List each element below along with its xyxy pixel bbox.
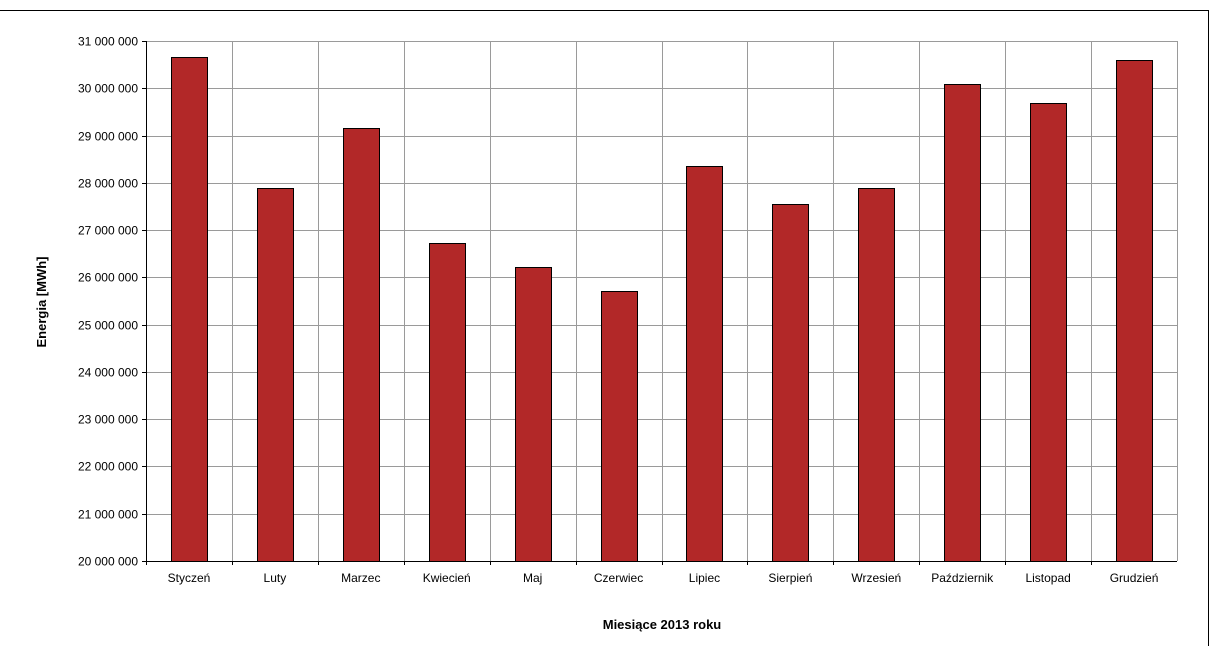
- gridlines: [146, 41, 1178, 561]
- x-tick-label: Listopad: [1025, 571, 1070, 585]
- y-tick-label: 26 000 000: [78, 271, 138, 285]
- bar-8: [772, 204, 809, 562]
- y-tick-label: 28 000 000: [78, 177, 138, 191]
- y-tick-label: 25 000 000: [78, 319, 138, 333]
- y-tick-label: 24 000 000: [78, 366, 138, 380]
- x-axis-title: Miesiące 2013 roku: [603, 617, 722, 632]
- bar-10: [944, 84, 981, 562]
- x-tick-label: Marzec: [341, 571, 380, 585]
- y-tick-label: 23 000 000: [78, 413, 138, 427]
- y-tick-label: 29 000 000: [78, 130, 138, 144]
- x-tick-label: Wrzesień: [851, 571, 901, 585]
- x-tick-labels: Styczeń Luty Marzec Kwiecień Maj Czerwiec Lipi…: [168, 571, 1159, 585]
- x-tick-label: Kwiecień: [423, 571, 471, 585]
- x-tick-label: Grudzień: [1110, 571, 1159, 585]
- bar-5: [515, 267, 552, 562]
- bar-2: [257, 188, 294, 562]
- y-tick-label: 31 000 000: [78, 35, 138, 49]
- axes: [142, 41, 1177, 565]
- bar-4: [429, 243, 466, 562]
- y-tick-label: 22 000 000: [78, 460, 138, 474]
- x-tick-label: Czerwiec: [594, 571, 643, 585]
- y-tick-label: 20 000 000: [78, 555, 138, 569]
- y-tick-label: 30 000 000: [78, 82, 138, 96]
- x-tick-label: Lipiec: [689, 571, 720, 585]
- y-tick-labels: 20 000 000 21 000 000 22 000 000 23 000 000…: [78, 35, 138, 569]
- y-axis-title: Energia [MWh]: [34, 257, 49, 348]
- y-tick-label: 27 000 000: [78, 224, 138, 238]
- bar-7: [686, 166, 723, 562]
- bar-11: [1030, 103, 1067, 562]
- bar-3: [343, 128, 380, 562]
- x-tick-label: Styczeń: [168, 571, 211, 585]
- y-tick-label: 21 000 000: [78, 508, 138, 522]
- bar-1: [171, 57, 208, 562]
- x-tick-label: Sierpień: [768, 571, 812, 585]
- bar-12: [1116, 60, 1153, 562]
- x-tick-label: Maj: [523, 571, 542, 585]
- x-tick-label: Luty: [264, 571, 287, 585]
- bar-9: [858, 188, 895, 562]
- bars: [171, 57, 1153, 562]
- bar-6: [601, 291, 638, 562]
- x-tick-label: Październik: [931, 571, 994, 585]
